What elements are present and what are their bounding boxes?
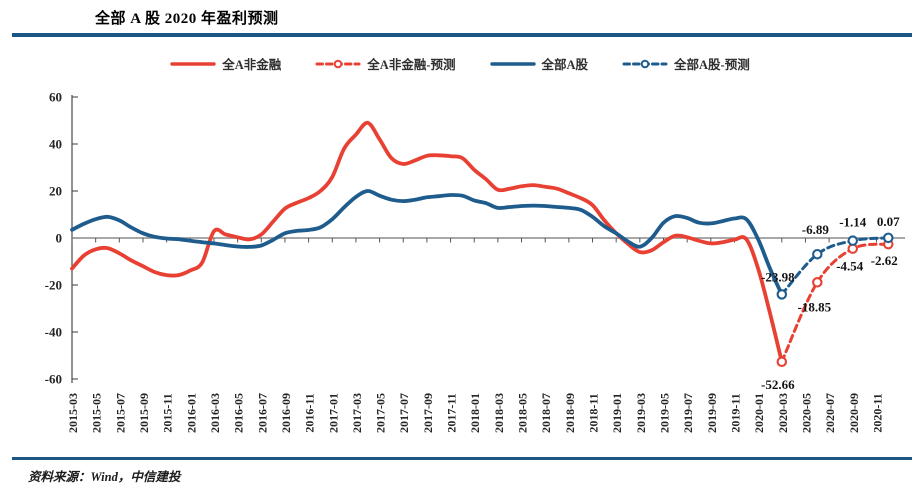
- legend-swatch-red-dashed-icon: [315, 59, 361, 68]
- x-tick-label: 2019-05: [658, 393, 672, 433]
- chart-title: 全部 A 股 2020 年盈利预测: [95, 11, 279, 27]
- data-label: -2.62: [871, 253, 898, 268]
- x-tick-label: 2016-07: [255, 393, 269, 433]
- x-tick-label: 2015-09: [137, 393, 151, 433]
- x-tick-label: 2018-03: [492, 393, 506, 433]
- x-tick-label: 2020-03: [776, 393, 790, 433]
- data-label: -23.98: [761, 269, 795, 284]
- x-tick-label: 2019-03: [634, 393, 648, 433]
- series-forecast-line-3: [780, 236, 890, 296]
- x-tick-label: 2015-07: [113, 393, 127, 433]
- x-tick-label: 2015-03: [66, 393, 80, 433]
- x-tick-label: 2015-11: [161, 393, 175, 432]
- legend-swatch-blue-solid-icon: [489, 61, 536, 66]
- legend-label-all-a-shares-forecast: 全部A股-预测: [674, 58, 750, 72]
- data-label: -1.14: [839, 215, 867, 230]
- legend-item-all-a-shares-forecast: 全部A股-预测: [622, 54, 750, 73]
- x-tick-label: 2016-05: [232, 393, 246, 433]
- data-label: -52.66: [761, 377, 795, 392]
- source-note: 资料来源：Wind，中信建投: [28, 470, 181, 484]
- x-tick-label: 2020-01: [752, 393, 766, 433]
- forecast-point-marker: [847, 235, 859, 246]
- data-label: 0.07: [877, 214, 900, 229]
- data-label: -18.85: [797, 299, 831, 314]
- x-tick-label: 2017-03: [350, 393, 364, 433]
- forecast-point-marker: [812, 248, 823, 260]
- x-tick-label: 2020-11: [870, 393, 884, 432]
- x-tick-label: 2016-09: [279, 393, 293, 433]
- x-tick-label: 2020-05: [799, 393, 813, 433]
- x-tick-label: 2017-07: [397, 393, 411, 433]
- y-tick-label: -20: [45, 278, 62, 293]
- x-tick-label: 2016-01: [184, 393, 198, 433]
- legend-swatch-red-solid-icon: [170, 61, 216, 66]
- x-tick-label: 2017-01: [326, 393, 340, 433]
- x-tick-label: 2018-05: [516, 393, 530, 433]
- x-tick-label: 2020-09: [847, 393, 861, 433]
- chart-legend: 全A非金融 全A非金融-预测 全部A股 全部A股-预测: [0, 54, 920, 73]
- x-tick-label: 2018-07: [539, 393, 553, 433]
- x-tick-label: 2017-05: [374, 393, 388, 433]
- x-tick-label: 2017-09: [421, 393, 435, 433]
- y-tick-label: 40: [49, 137, 62, 152]
- series-line-0: [70, 120, 784, 364]
- x-tick-label: 2018-11: [587, 393, 601, 432]
- x-tick-label: 2018-01: [468, 393, 482, 433]
- bottom-divider-rule: [12, 457, 912, 460]
- series-line-2: [70, 189, 784, 297]
- top-divider-rule: [12, 33, 912, 37]
- legend-label-all-a-shares: 全部A股: [541, 58, 589, 72]
- forecast-point-marker: [776, 289, 788, 300]
- x-tick-label: 2017-11: [445, 393, 459, 432]
- x-tick-label: 2020-07: [823, 393, 837, 433]
- legend-item-nonfinancial: 全A非金融: [170, 54, 281, 73]
- legend-label-nonfinancial: 全A非金融: [222, 58, 282, 72]
- x-tick-label: 2019-11: [728, 393, 742, 432]
- forecast-point-marker: [776, 356, 788, 368]
- legend-swatch-blue-dashed-icon: [622, 59, 668, 68]
- x-tick-label: 2019-07: [681, 393, 695, 433]
- legend-item-nonfinancial-forecast: 全A非金融-预测: [315, 54, 456, 73]
- legend-item-all-a-shares: 全部A股: [489, 54, 589, 73]
- x-tick-label: 2019-09: [705, 393, 719, 433]
- data-label: -6.89: [802, 222, 830, 237]
- data-label: -4.54: [836, 259, 864, 274]
- series-forecast-line-1: [780, 242, 890, 364]
- x-tick-label: 2015-05: [90, 393, 104, 433]
- y-tick-label: -40: [45, 325, 62, 340]
- x-tick-label: 2019-01: [610, 393, 624, 433]
- y-tick-label: 60: [49, 90, 62, 105]
- forecast-point-marker: [883, 232, 894, 244]
- x-tick-label: 2016-11: [303, 393, 317, 432]
- x-tick-label: 2016-03: [208, 393, 222, 433]
- y-tick-label: 20: [49, 184, 62, 199]
- legend-label-nonfinancial-forecast: 全A非金融-预测: [367, 58, 456, 72]
- y-tick-label: -60: [45, 372, 62, 387]
- forecast-point-marker: [812, 277, 823, 288]
- y-tick-label: 0: [56, 231, 63, 246]
- x-tick-label: 2018-09: [563, 393, 577, 433]
